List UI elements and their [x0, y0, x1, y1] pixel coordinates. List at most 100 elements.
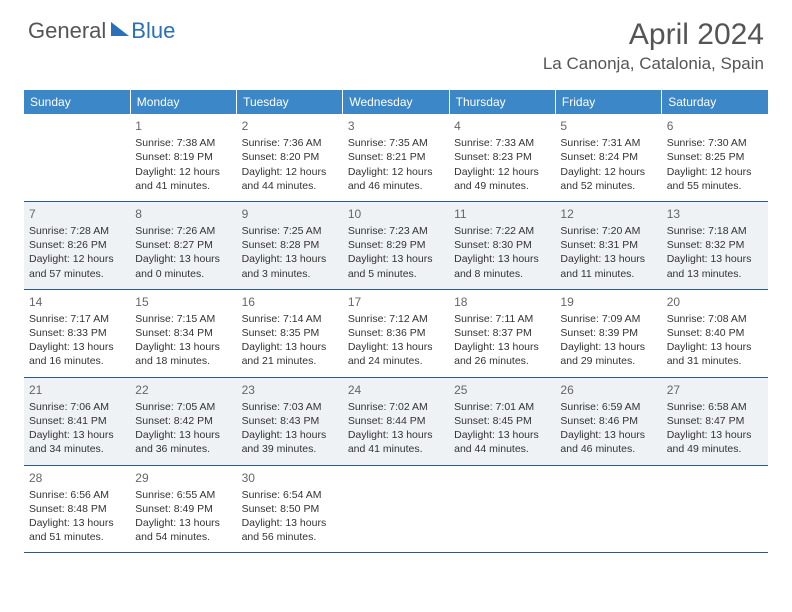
sunset-text: Sunset: 8:24 PM [560, 150, 656, 164]
calendar-cell: 23Sunrise: 7:03 AMSunset: 8:43 PMDayligh… [237, 377, 343, 465]
daylight-text-1: Daylight: 12 hours [560, 165, 656, 179]
daylight-text-1: Daylight: 12 hours [348, 165, 444, 179]
daylight-text-2: and 29 minutes. [560, 354, 656, 368]
calendar-row: 21Sunrise: 7:06 AMSunset: 8:41 PMDayligh… [24, 377, 768, 465]
logo-text-blue: Blue [131, 18, 175, 44]
daylight-text-2: and 41 minutes. [135, 179, 231, 193]
daylight-text-2: and 18 minutes. [135, 354, 231, 368]
daylight-text-2: and 44 minutes. [242, 179, 338, 193]
calendar-table: SundayMondayTuesdayWednesdayThursdayFrid… [24, 90, 768, 553]
daylight-text-2: and 0 minutes. [135, 267, 231, 281]
daylight-text-1: Daylight: 13 hours [135, 252, 231, 266]
daylight-text-2: and 31 minutes. [667, 354, 763, 368]
sunrise-text: Sunrise: 7:33 AM [454, 136, 550, 150]
sunset-text: Sunset: 8:40 PM [667, 326, 763, 340]
day-number: 8 [135, 206, 231, 222]
sunrise-text: Sunrise: 7:03 AM [242, 400, 338, 414]
calendar-cell [24, 114, 130, 201]
daylight-text-2: and 46 minutes. [560, 442, 656, 456]
daylight-text-2: and 8 minutes. [454, 267, 550, 281]
daylight-text-1: Daylight: 13 hours [667, 252, 763, 266]
daylight-text-1: Daylight: 13 hours [242, 340, 338, 354]
daylight-text-2: and 16 minutes. [29, 354, 125, 368]
sunset-text: Sunset: 8:39 PM [560, 326, 656, 340]
daylight-text-2: and 21 minutes. [242, 354, 338, 368]
weekday-header-monday: Monday [130, 90, 236, 114]
sunset-text: Sunset: 8:32 PM [667, 238, 763, 252]
daylight-text-1: Daylight: 13 hours [454, 428, 550, 442]
daylight-text-2: and 39 minutes. [242, 442, 338, 456]
calendar-cell: 10Sunrise: 7:23 AMSunset: 8:29 PMDayligh… [343, 201, 449, 289]
day-number: 19 [560, 294, 656, 310]
sunrise-text: Sunrise: 7:31 AM [560, 136, 656, 150]
sunset-text: Sunset: 8:48 PM [29, 502, 125, 516]
sunrise-text: Sunrise: 7:09 AM [560, 312, 656, 326]
daylight-text-1: Daylight: 13 hours [454, 252, 550, 266]
sunset-text: Sunset: 8:34 PM [135, 326, 231, 340]
sunset-text: Sunset: 8:47 PM [667, 414, 763, 428]
daylight-text-2: and 34 minutes. [29, 442, 125, 456]
daylight-text-1: Daylight: 13 hours [242, 516, 338, 530]
day-number: 22 [135, 382, 231, 398]
sunrise-text: Sunrise: 6:54 AM [242, 488, 338, 502]
brand-logo: General Blue [28, 18, 175, 44]
daylight-text-2: and 36 minutes. [135, 442, 231, 456]
day-number: 12 [560, 206, 656, 222]
calendar-cell: 6Sunrise: 7:30 AMSunset: 8:25 PMDaylight… [662, 114, 768, 201]
day-number: 3 [348, 118, 444, 134]
sunset-text: Sunset: 8:43 PM [242, 414, 338, 428]
calendar-cell: 8Sunrise: 7:26 AMSunset: 8:27 PMDaylight… [130, 201, 236, 289]
sunrise-text: Sunrise: 7:18 AM [667, 224, 763, 238]
day-number: 15 [135, 294, 231, 310]
calendar-cell: 12Sunrise: 7:20 AMSunset: 8:31 PMDayligh… [555, 201, 661, 289]
daylight-text-1: Daylight: 13 hours [135, 428, 231, 442]
sunrise-text: Sunrise: 7:28 AM [29, 224, 125, 238]
calendar-cell: 24Sunrise: 7:02 AMSunset: 8:44 PMDayligh… [343, 377, 449, 465]
weekday-header-wednesday: Wednesday [343, 90, 449, 114]
weekday-header-sunday: Sunday [24, 90, 130, 114]
sunset-text: Sunset: 8:29 PM [348, 238, 444, 252]
calendar-cell: 3Sunrise: 7:35 AMSunset: 8:21 PMDaylight… [343, 114, 449, 201]
day-number: 6 [667, 118, 763, 134]
calendar-cell: 13Sunrise: 7:18 AMSunset: 8:32 PMDayligh… [662, 201, 768, 289]
daylight-text-1: Daylight: 13 hours [348, 340, 444, 354]
weekday-header-friday: Friday [555, 90, 661, 114]
daylight-text-2: and 3 minutes. [242, 267, 338, 281]
sunset-text: Sunset: 8:42 PM [135, 414, 231, 428]
day-number: 1 [135, 118, 231, 134]
sunset-text: Sunset: 8:19 PM [135, 150, 231, 164]
sunrise-text: Sunrise: 7:25 AM [242, 224, 338, 238]
sunset-text: Sunset: 8:30 PM [454, 238, 550, 252]
day-number: 7 [29, 206, 125, 222]
daylight-text-1: Daylight: 13 hours [135, 516, 231, 530]
daylight-text-2: and 49 minutes. [454, 179, 550, 193]
weekday-header-tuesday: Tuesday [237, 90, 343, 114]
daylight-text-1: Daylight: 13 hours [242, 428, 338, 442]
sunrise-text: Sunrise: 7:02 AM [348, 400, 444, 414]
sunrise-text: Sunrise: 6:59 AM [560, 400, 656, 414]
daylight-text-2: and 52 minutes. [560, 179, 656, 193]
sunset-text: Sunset: 8:21 PM [348, 150, 444, 164]
daylight-text-2: and 24 minutes. [348, 354, 444, 368]
day-number: 9 [242, 206, 338, 222]
daylight-text-1: Daylight: 13 hours [242, 252, 338, 266]
calendar-cell [343, 465, 449, 553]
sunrise-text: Sunrise: 6:55 AM [135, 488, 231, 502]
daylight-text-2: and 56 minutes. [242, 530, 338, 544]
page-header: General Blue April 2024 La Canonja, Cata… [0, 0, 792, 82]
sunrise-text: Sunrise: 7:22 AM [454, 224, 550, 238]
weekday-header-saturday: Saturday [662, 90, 768, 114]
sunset-text: Sunset: 8:46 PM [560, 414, 656, 428]
daylight-text-1: Daylight: 13 hours [29, 428, 125, 442]
sunset-text: Sunset: 8:45 PM [454, 414, 550, 428]
daylight-text-1: Daylight: 12 hours [667, 165, 763, 179]
calendar-cell [555, 465, 661, 553]
day-number: 24 [348, 382, 444, 398]
daylight-text-2: and 49 minutes. [667, 442, 763, 456]
daylight-text-1: Daylight: 13 hours [348, 428, 444, 442]
weekday-header-thursday: Thursday [449, 90, 555, 114]
sunrise-text: Sunrise: 7:20 AM [560, 224, 656, 238]
calendar-row: 28Sunrise: 6:56 AMSunset: 8:48 PMDayligh… [24, 465, 768, 553]
day-number: 4 [454, 118, 550, 134]
calendar-cell: 27Sunrise: 6:58 AMSunset: 8:47 PMDayligh… [662, 377, 768, 465]
